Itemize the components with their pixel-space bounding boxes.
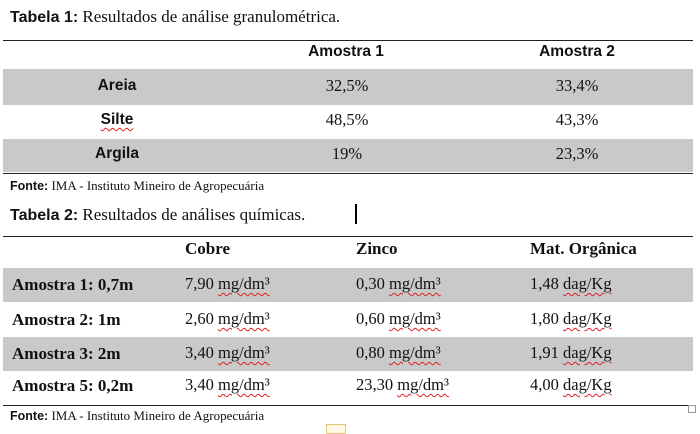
table1-caption: Tabela 1: Resultados de análise granulom… xyxy=(10,7,340,27)
table1-cell: 32,5% xyxy=(325,76,369,95)
table2-header-mat-organica: Mat. Orgânica xyxy=(530,239,637,258)
unit: dag/Kg xyxy=(563,343,612,362)
unit: dag/Kg xyxy=(563,274,612,293)
value: 0,60 xyxy=(356,309,385,328)
unit: mg/dm³ xyxy=(389,343,441,362)
table1-caption-text: Resultados de análise granulométrica. xyxy=(78,7,341,26)
value: 1,48 xyxy=(530,274,559,293)
unit: mg/dm³ xyxy=(218,274,270,293)
table1-header-amostra1: Amostra 1 xyxy=(308,43,384,60)
table2-row-band-1 xyxy=(3,268,693,302)
table1-cell: 23,3% xyxy=(555,144,599,163)
value: 3,40 xyxy=(185,343,214,362)
table2-cell-mat: 1,80 dag/Kg xyxy=(530,309,612,328)
unit: dag/Kg xyxy=(563,309,612,328)
table2-cell-zinco: 23,30 mg/dm³ xyxy=(356,375,449,394)
table1-cell: 19% xyxy=(331,144,363,163)
unit: mg/dm³ xyxy=(389,274,441,293)
table2-source-text: IMA - Instituto Mineiro de Agropecuária xyxy=(48,408,265,423)
table1-caption-label: Tabela 1: xyxy=(10,9,79,26)
unit: mg/dm³ xyxy=(218,375,270,394)
table2-row-label: Amostra 3: 2m xyxy=(12,344,121,363)
table2-header-cobre: Cobre xyxy=(185,239,231,258)
table2-cell-cobre: 3,40 mg/dm³ xyxy=(185,375,270,394)
value: 2,60 xyxy=(185,309,214,328)
paste-options-icon[interactable] xyxy=(326,424,346,434)
value: 0,30 xyxy=(356,274,385,293)
table2-cell-mat: 4,00 dag/Kg xyxy=(530,375,612,394)
value: 4,00 xyxy=(530,375,559,394)
text-cursor xyxy=(355,204,357,224)
table2-row-label: Amostra 5: 0,2m xyxy=(12,376,134,395)
table1-bottom-rule xyxy=(3,173,693,174)
table1-source-label: Fonte: xyxy=(10,179,49,193)
table2-cell-mat: 1,48 dag/Kg xyxy=(530,274,612,293)
table1-row-label: Areia xyxy=(97,77,137,94)
table2-cell-mat: 1,91 dag/Kg xyxy=(530,343,612,362)
table1-top-rule xyxy=(3,40,693,41)
table2-top-rule xyxy=(3,236,693,237)
table2-header-zinco: Zinco xyxy=(356,239,398,258)
table1-row-band-areia xyxy=(3,69,693,105)
table1-source: Fonte: IMA - Instituto Mineiro de Agrope… xyxy=(10,178,264,194)
table-resize-handle-icon[interactable] xyxy=(688,405,696,413)
table1-row-label: Argila xyxy=(95,145,139,162)
table2-caption-text: Resultados de análises químicas. xyxy=(78,205,306,224)
table2-cell-cobre: 2,60 mg/dm³ xyxy=(185,309,270,328)
value: 3,40 xyxy=(185,375,214,394)
value: 7,90 xyxy=(185,274,214,293)
table1-row-label: Silte xyxy=(100,111,134,128)
table2-cell-cobre: 3,40 mg/dm³ xyxy=(185,343,270,362)
table2-bottom-rule xyxy=(3,405,693,406)
value: 0,80 xyxy=(356,343,385,362)
unit: mg/dm³ xyxy=(218,309,270,328)
table2-source-label: Fonte: xyxy=(10,409,49,423)
value: 23,30 xyxy=(356,375,394,394)
table2-row-label: Amostra 2: 1m xyxy=(12,310,121,329)
table1-header-amostra2: Amostra 2 xyxy=(539,43,615,60)
table2-cell-zinco: 0,60 mg/dm³ xyxy=(356,309,441,328)
table1-cell: 33,4% xyxy=(555,76,599,95)
table2-caption: Tabela 2: Resultados de análises química… xyxy=(10,205,305,225)
table2-row-label: Amostra 1: 0,7m xyxy=(12,275,134,294)
table2-cell-cobre: 7,90 mg/dm³ xyxy=(185,274,270,293)
unit: mg/dm³ xyxy=(389,309,441,328)
table1-source-text: IMA - Instituto Mineiro de Agropecuária xyxy=(48,178,265,193)
table2-cell-zinco: 0,80 mg/dm³ xyxy=(356,343,441,362)
table1-cell: 43,3% xyxy=(555,110,599,129)
table1-cell: 48,5% xyxy=(325,110,369,129)
table2-source: Fonte: IMA - Instituto Mineiro de Agrope… xyxy=(10,408,264,424)
value: 1,80 xyxy=(530,309,559,328)
unit: mg/dm³ xyxy=(218,343,270,362)
table2-cell-zinco: 0,30 mg/dm³ xyxy=(356,274,441,293)
table1-row-band-argila xyxy=(3,139,693,172)
unit: mg/dm³ xyxy=(397,375,449,394)
table2-caption-label: Tabela 2: xyxy=(10,207,79,224)
value: 1,91 xyxy=(530,343,559,362)
table2-row-band-3 xyxy=(3,337,693,371)
unit: dag/Kg xyxy=(563,375,612,394)
